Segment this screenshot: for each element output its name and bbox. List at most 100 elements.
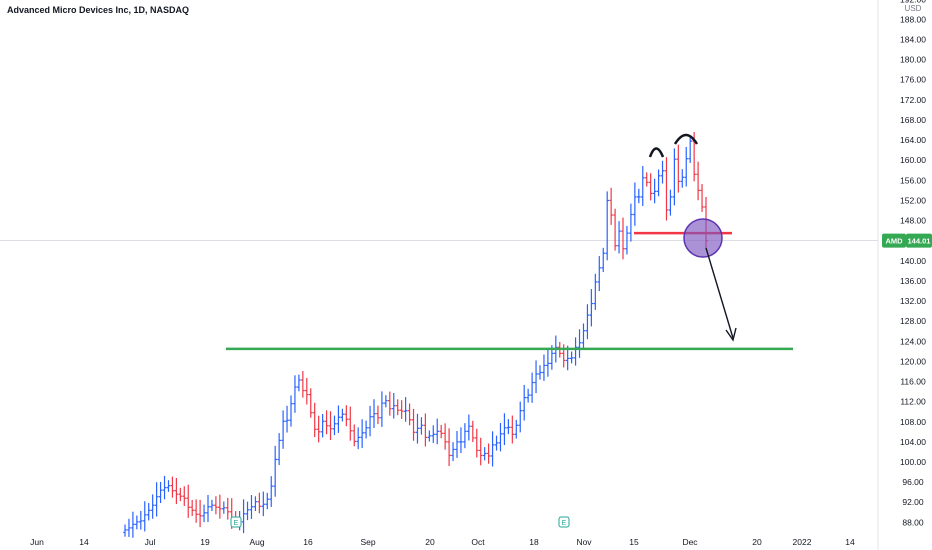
ohlc-bar <box>514 419 519 439</box>
time-tick-label: 16 <box>303 537 313 547</box>
ohlc-bar <box>384 395 388 408</box>
ohlc-bar <box>245 501 250 521</box>
ohlc-bar <box>154 482 159 517</box>
ohlc-bar <box>380 391 384 427</box>
time-tick-label: 18 <box>529 537 539 547</box>
ohlc-bar <box>166 480 171 492</box>
ohlc-bar <box>158 482 163 504</box>
ohlc-bar <box>589 289 594 327</box>
ohlc-bar <box>356 427 360 450</box>
ohlc-bar <box>150 494 155 519</box>
ohlc-bar <box>285 405 289 433</box>
ohlc-bar <box>364 420 368 439</box>
time-tick-label: Sep <box>360 537 375 547</box>
ohlc-bar <box>625 225 629 255</box>
ohlc-bar <box>637 188 641 204</box>
ohlc-bar <box>249 494 254 519</box>
ohlc-bar <box>439 424 443 439</box>
ohlc-bar <box>139 510 143 530</box>
price-tick-label: 156.00 <box>900 175 926 185</box>
ohlc-bar <box>581 323 586 349</box>
ohlc-bar <box>609 187 613 225</box>
ohlc-bar <box>471 420 475 443</box>
ohlc-bar <box>376 405 380 425</box>
time-tick-label: 14 <box>79 537 89 547</box>
time-tick-label: Jun <box>30 537 44 547</box>
ohlc-bar <box>700 184 704 212</box>
ohlc-bar <box>490 431 495 467</box>
earnings-marker[interactable] <box>230 516 242 528</box>
price-tick-label: 136.00 <box>900 276 926 286</box>
ohlc-bar <box>407 403 412 426</box>
ohlc-bar <box>644 172 649 187</box>
ohlc-bar <box>273 445 277 497</box>
breakdown-circle[interactable] <box>683 218 723 258</box>
ohlc-bar <box>498 422 503 452</box>
ohlc-bar <box>289 395 293 427</box>
ohlc-bar <box>142 501 147 532</box>
ohlc-bar <box>569 351 574 364</box>
ohlc-bar <box>585 304 590 340</box>
ohlc-bar <box>482 447 487 461</box>
earnings-marker-label: E <box>562 520 567 527</box>
ohlc-bar <box>411 408 416 441</box>
ohlc-bar <box>688 135 692 163</box>
price-tick-label: 128.00 <box>900 316 926 326</box>
ohlc-bar <box>146 503 151 521</box>
ohlc-bar <box>162 475 167 500</box>
ohlc-bar <box>660 160 665 184</box>
price-tick-label: 168.00 <box>900 115 926 125</box>
ohlc-bar <box>680 169 685 188</box>
ohlc-bar <box>419 417 424 435</box>
ohlc-bar <box>463 423 467 449</box>
ohlc-bar <box>360 419 364 448</box>
head-arc[interactable] <box>673 133 699 145</box>
symbol-label: AMD <box>885 237 903 246</box>
ohlc-bar <box>131 511 135 538</box>
price-tick-label: 152.00 <box>900 195 926 205</box>
target-arrow[interactable] <box>705 247 734 339</box>
ohlc-bar <box>218 494 222 519</box>
time-tick-label: Dec <box>682 537 698 547</box>
ohlc-bar <box>593 273 598 310</box>
ohlc-bar <box>206 494 210 522</box>
ohlc-bar <box>652 178 657 204</box>
shoulder-arc[interactable] <box>648 147 665 158</box>
ohlc-bar <box>395 399 400 416</box>
ohlc-bar <box>486 443 491 464</box>
price-tick-label: 100.00 <box>900 457 926 467</box>
ohlc-bar <box>431 425 436 443</box>
ohlc-bar <box>640 166 645 207</box>
earnings-marker-label: E <box>234 520 239 527</box>
ohlc-bar <box>186 484 191 518</box>
ohlc-bar <box>617 221 621 254</box>
time-tick-label: Jul <box>145 537 156 547</box>
ohlc-bar <box>174 477 179 505</box>
ohlc-bar <box>629 203 633 242</box>
ohlc-bar <box>403 397 408 422</box>
ohlc-bar <box>182 486 187 506</box>
price-tick-label: 148.00 <box>900 216 926 226</box>
ohlc-bar <box>241 499 246 534</box>
time-tick-label: 15 <box>629 537 639 547</box>
ohlc-bar <box>656 169 661 197</box>
ohlc-bar <box>672 148 677 206</box>
price-tick-label: 132.00 <box>900 296 926 306</box>
ohlc-bar <box>257 492 262 514</box>
ohlc-bar <box>293 375 297 413</box>
ohlc-bar <box>427 430 432 442</box>
ohlc-bar <box>494 435 499 451</box>
ohlc-bar <box>668 189 673 216</box>
symbol-tag <box>882 233 906 248</box>
ohlc-bar <box>423 413 428 447</box>
ohlc-bar <box>510 415 515 444</box>
ohlc-bar <box>526 388 530 403</box>
price-tick-label: 180.00 <box>900 55 926 65</box>
last-price-label: 144.01 <box>908 237 931 246</box>
ohlc-bar <box>225 497 230 520</box>
ohlc-bar <box>530 372 534 403</box>
ohlc-bar <box>621 217 625 260</box>
ohlc-bar <box>301 370 305 398</box>
earnings-marker[interactable] <box>558 516 570 528</box>
